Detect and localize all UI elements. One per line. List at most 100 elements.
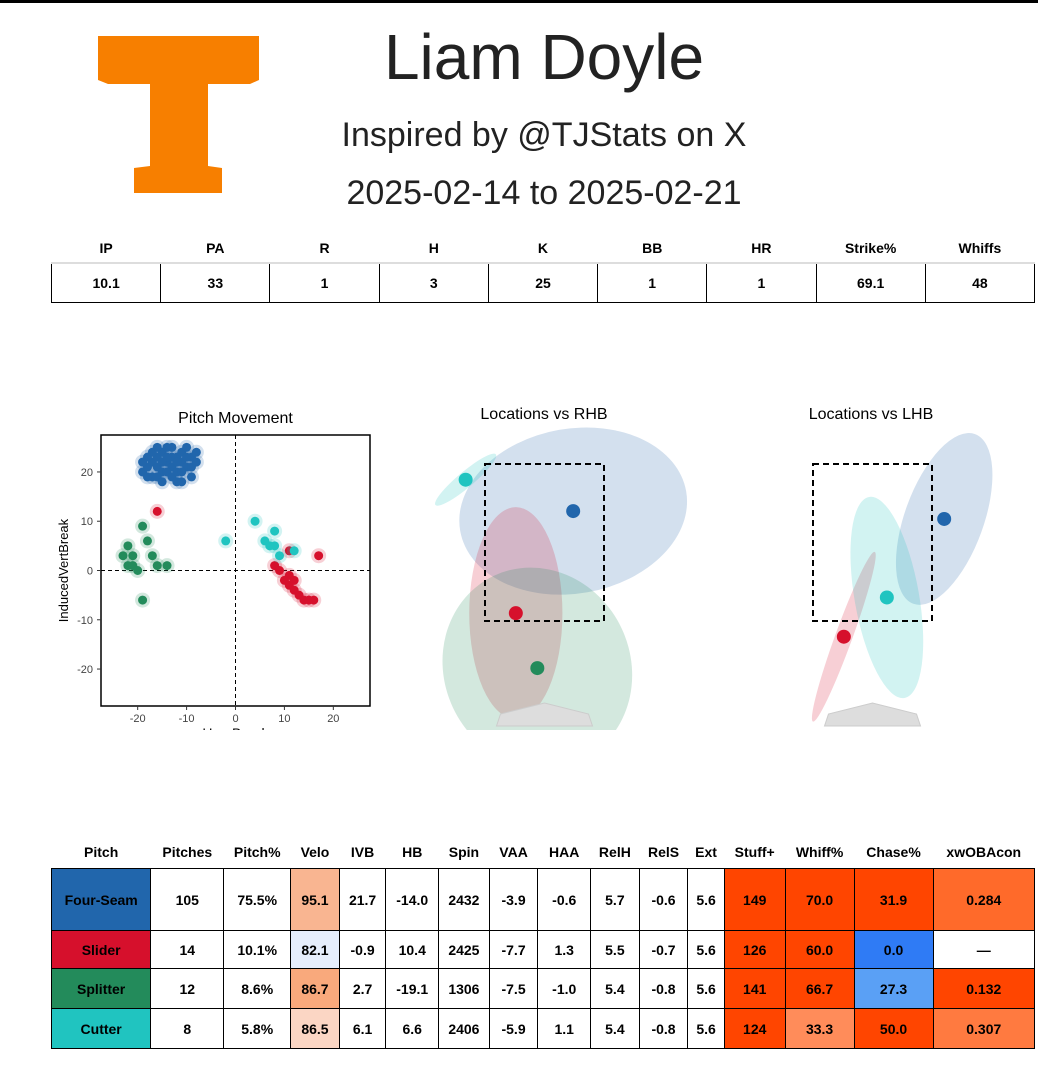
pitch-point [289, 575, 299, 585]
home-plate-icon [495, 702, 594, 727]
strike-zone [484, 463, 605, 622]
page-subtitle: Inspired by @TJStats on X [341, 116, 747, 154]
pitch-cell: 126 [723, 930, 786, 969]
pitch-point [152, 506, 162, 516]
pitch-point [270, 526, 280, 536]
pitch-cell: 5.6 [687, 930, 725, 969]
summary-value: 1 [597, 262, 708, 303]
pitch-point [147, 551, 157, 561]
pitch-cell: 5.4 [590, 1008, 640, 1049]
pitch-point [182, 452, 192, 462]
pitch-col-header: xwOBAcon [946, 844, 1022, 860]
pitch-point [138, 595, 148, 605]
summary-col-header: H [379, 234, 489, 264]
y-axis-label: InducedVertBreak [56, 518, 71, 622]
pitch-cell: 10.4 [385, 930, 440, 969]
pitch-col-header: HB [402, 844, 423, 860]
pitch-cell: -0.6 [537, 868, 592, 931]
pitch-cell: 5.5 [590, 930, 640, 969]
y-tick-label: 20 [81, 467, 93, 479]
location-mean-point [836, 629, 851, 644]
pitch-cell: 0.0 [853, 930, 934, 969]
summary-col-header: PA [160, 234, 270, 264]
pitch-cell: -5.9 [488, 1008, 539, 1049]
x-tick-label: -20 [130, 713, 146, 725]
pitch-col-header: RelS [647, 844, 680, 860]
summary-value: 25 [487, 262, 599, 303]
pitch-col-header: Whiff% [795, 844, 844, 860]
pitch-cell: 6.1 [338, 1008, 387, 1049]
pitch-point [309, 595, 319, 605]
pitch-cell: 82.1 [290, 930, 340, 969]
pitch-cell: 2.7 [338, 968, 387, 1009]
y-tick-label: -20 [77, 664, 93, 676]
x-tick-label: 20 [327, 713, 339, 725]
location-mean-point [530, 661, 545, 676]
location-chart-title: Locations vs RHB [480, 406, 607, 423]
pitch-cell: -0.8 [638, 1008, 689, 1049]
summary-value: 10.1 [50, 262, 162, 303]
pitch-name: Four-Seam [50, 868, 152, 931]
pitch-cell: 5.6 [687, 968, 725, 1009]
location-mean-point [508, 606, 523, 621]
location-mean-point [937, 511, 952, 526]
x-tick-label: 0 [232, 713, 238, 725]
pitch-cell: 8 [150, 1008, 225, 1049]
pitch-point [167, 442, 177, 452]
pitch-cell: 0.132 [932, 968, 1036, 1009]
pitch-cell: 66.7 [784, 968, 855, 1009]
pitch-cell: 33.3 [784, 1008, 855, 1049]
pitch-cell: -19.1 [385, 968, 440, 1009]
pitch-point [177, 477, 187, 487]
summary-value: 33 [160, 262, 271, 303]
pitch-point [177, 467, 187, 477]
pitch-row: Cutter 8 5.8% 86.5 6.1 6.6 2406 -5.9 1.1 5.4 -0.8 5… [50, 1008, 1036, 1049]
pitch-point [182, 442, 192, 452]
summary-col-header: BB [597, 234, 707, 264]
pitch-point [275, 566, 285, 575]
pitch-point [133, 566, 143, 575]
pitch-point [186, 472, 196, 482]
pitch-col-header: Pitches [162, 844, 213, 860]
pitch-point [123, 541, 133, 551]
pitch-cell: -0.7 [638, 930, 689, 969]
pitch-cell: 10.1% [223, 930, 292, 969]
pitch-point [138, 521, 148, 531]
pitch-point [142, 472, 152, 482]
pitch-cell: 27.3 [853, 968, 934, 1009]
pitch-col-header: VAA [499, 844, 528, 860]
summary-value: 69.1 [815, 262, 926, 303]
summary-col-header: K [488, 234, 598, 264]
pitch-point [118, 551, 128, 561]
summary-stats-table: IP PA R H K BB HR Strike% Whiffs 10.1 33 1 3 25 1 1 69.… [50, 234, 1036, 303]
y-tick-label: 0 [87, 566, 93, 578]
pitch-cell: 1.3 [537, 930, 592, 969]
pitch-cell: 50.0 [853, 1008, 934, 1049]
pitch-col-header: Pitch [84, 844, 119, 860]
pitch-point [221, 536, 231, 546]
pitch-cell: 60.0 [784, 930, 855, 969]
y-tick-label: 10 [81, 516, 93, 528]
pitch-name: Splitter [50, 968, 152, 1009]
pitch-col-header: RelH [598, 844, 631, 860]
location-mean-point [566, 504, 581, 519]
movement-chart-title: Pitch Movement [178, 410, 293, 427]
pitch-cell: 1306 [438, 968, 490, 1009]
pitch-cell: 105 [150, 868, 225, 931]
pitch-col-header: Velo [300, 844, 330, 860]
summary-value: 1 [269, 262, 380, 303]
pitch-point [265, 541, 275, 551]
pitch-point [250, 516, 260, 526]
pitch-cell: -3.9 [488, 868, 539, 931]
pitch-point [191, 447, 201, 457]
pitch-cell: 12 [150, 968, 225, 1009]
pitch-point [142, 536, 152, 546]
pitch-cell: 95.1 [290, 868, 340, 931]
pitch-cell: 86.5 [290, 1008, 340, 1049]
pitch-col-header: Stuff+ [734, 844, 775, 860]
pitch-name: Cutter [50, 1008, 152, 1049]
pitch-cell: -7.7 [488, 930, 539, 969]
location-chart-title: Locations vs LHB [809, 406, 934, 423]
summary-col-header: IP [51, 234, 161, 264]
pitch-metrics-table: Pitch Pitches Pitch% Velo IVB HB Spin VAA HAA Rel… [50, 836, 1036, 1049]
